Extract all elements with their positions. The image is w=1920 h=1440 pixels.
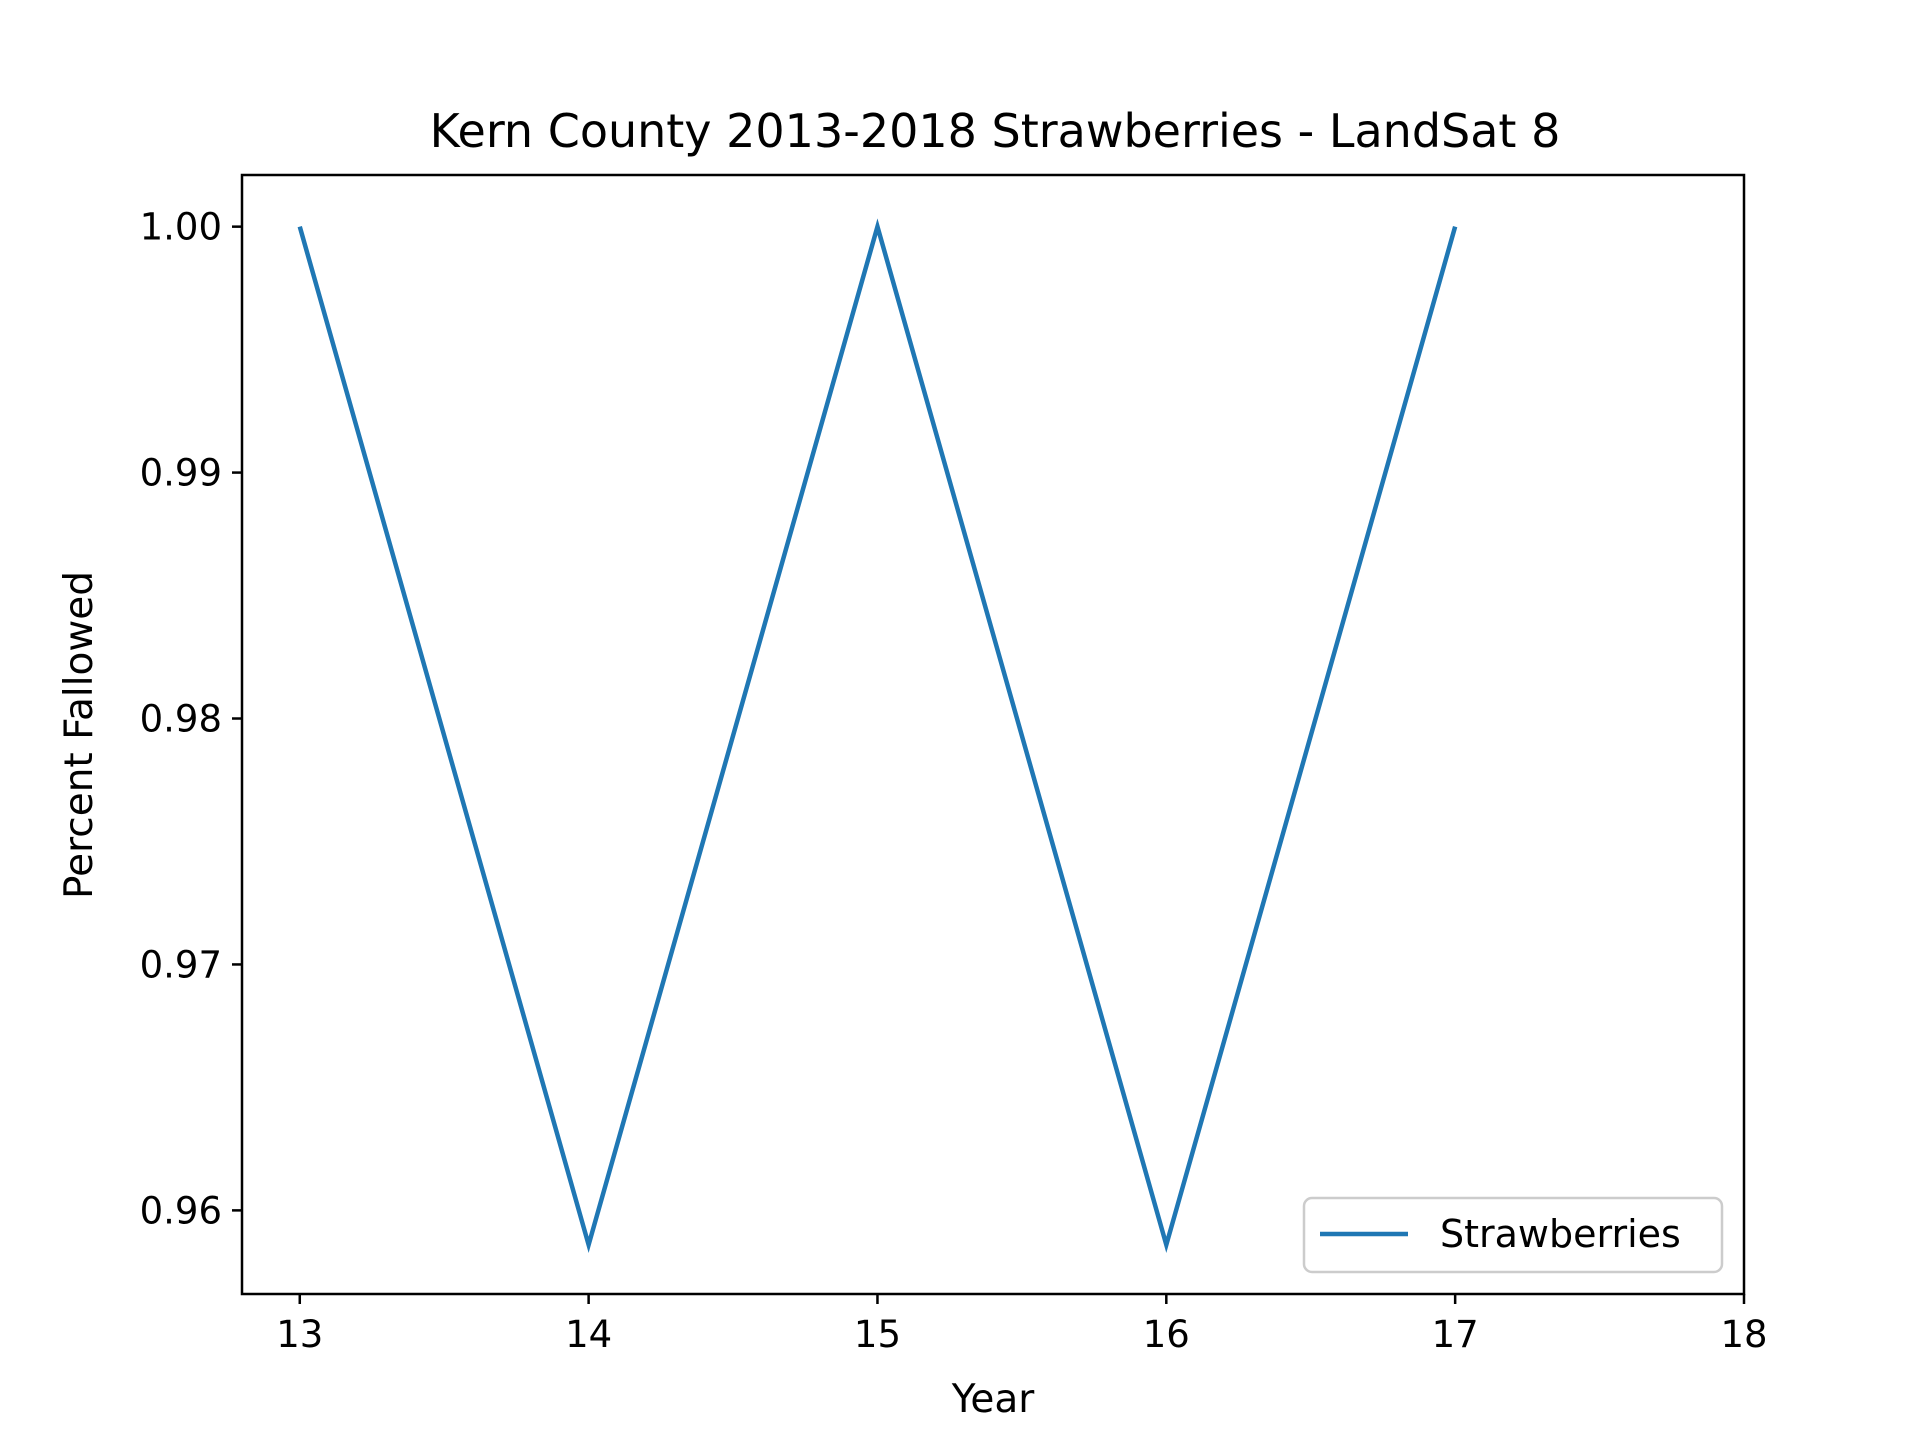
plot-area	[242, 175, 1744, 1294]
y-axis: 0.96 0.97 0.98 0.99 1.00	[140, 206, 242, 1232]
x-axis: 13 14 15 16 17 18	[276, 1294, 1768, 1356]
x-axis-label: Year	[951, 1377, 1036, 1422]
x-tick-label: 15	[854, 1313, 901, 1356]
legend-label-strawberries: Strawberries	[1440, 1212, 1681, 1256]
axes-background	[242, 175, 1744, 1294]
x-tick-label: 13	[276, 1313, 323, 1356]
y-tick-label: 0.96	[140, 1189, 222, 1232]
chart-title: Kern County 2013-2018 Strawberries - Lan…	[430, 104, 1561, 158]
y-tick-label: 0.98	[140, 698, 222, 741]
y-tick-label: 0.97	[140, 943, 222, 986]
legend-frame	[1302, 1196, 1724, 1274]
y-axis-label: Percent Fallowed	[57, 571, 102, 899]
x-tick-label: 18	[1720, 1313, 1767, 1356]
series-layer	[297, 218, 1458, 1254]
x-tick-label: 17	[1432, 1313, 1479, 1356]
y-tick-label: 0.99	[140, 452, 222, 495]
x-tick-label: 16	[1143, 1313, 1190, 1356]
series-line-strawberries	[297, 218, 1458, 1254]
legend: Strawberries	[1302, 1196, 1724, 1274]
axes-frame	[240, 173, 1746, 1296]
y-tick-label: 1.00	[140, 206, 222, 249]
x-tick-label: 14	[565, 1313, 612, 1356]
